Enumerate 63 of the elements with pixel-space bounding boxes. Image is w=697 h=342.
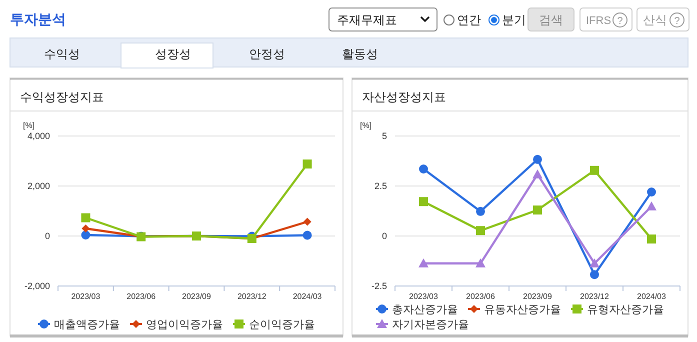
y-tick-label: 5 — [382, 131, 387, 141]
y-tick-label: 0 — [44, 231, 50, 241]
chart-title: 수익성장성지표 — [20, 90, 104, 104]
text: 활동성 — [342, 47, 378, 61]
point — [590, 258, 600, 268]
point — [647, 188, 656, 196]
text: 분기 — [502, 13, 526, 27]
x-tick-label: 2023/12 — [580, 292, 610, 301]
legend-label: 영업이익증가율 — [146, 319, 223, 331]
text: 주재무제표 — [337, 13, 397, 27]
text: 안정성 — [249, 47, 285, 61]
legend-label: 총자산증가율 — [392, 304, 458, 316]
chart-title: 자산성장성지표 — [362, 90, 446, 104]
x-tick-label: 2023/06 — [126, 292, 156, 301]
y-tick-label: 2.5 — [374, 181, 387, 191]
text: 성장성 — [155, 47, 191, 61]
point — [476, 206, 485, 216]
text: 연간 — [457, 13, 481, 27]
point — [533, 206, 542, 214]
x-tick-label: 2023/09 — [182, 292, 212, 301]
point — [476, 258, 486, 268]
y-axis-title: [%] — [23, 121, 35, 130]
legend-label: 자기자본증가율 — [392, 319, 469, 331]
legend-label: 순이익증가율 — [249, 319, 315, 331]
y-tick-label: -2,000 — [24, 281, 50, 291]
x-tick-label: 2023/03 — [409, 292, 439, 301]
point — [302, 230, 312, 240]
x-tick-label: 2023/06 — [466, 292, 496, 301]
x-tick-label: 2023/12 — [237, 292, 267, 301]
text: IFRS — [586, 15, 612, 27]
point — [302, 160, 312, 168]
y-tick-label: -2.5 — [371, 281, 387, 291]
x-tick-label: 2024/03 — [637, 292, 667, 301]
legend-label: 매출액증가율 — [54, 319, 120, 331]
point — [646, 201, 656, 210]
legend-label: 유형자산증가율 — [587, 304, 664, 316]
point — [590, 270, 599, 280]
y-tick-label: 2,000 — [27, 181, 50, 191]
point — [533, 154, 542, 164]
y-tick-label: 0 — [382, 231, 387, 241]
text: 투자분석 — [10, 11, 66, 27]
point — [419, 164, 428, 174]
point — [82, 224, 90, 232]
point — [81, 213, 90, 222]
point — [532, 169, 542, 178]
point — [81, 230, 90, 240]
text: 검색 — [539, 13, 563, 27]
x-tick-label: 2023/09 — [523, 292, 553, 301]
point — [590, 166, 599, 175]
point — [647, 234, 656, 244]
point — [419, 197, 428, 206]
point — [418, 258, 428, 268]
x-tick-label: 2023/03 — [71, 292, 101, 301]
point — [303, 218, 312, 226]
y-axis-title: [%] — [360, 121, 372, 130]
text: 수익성 — [44, 47, 80, 61]
text: ? — [674, 16, 680, 27]
text: 산식 — [643, 13, 667, 27]
x-tick-label: 2024/03 — [292, 292, 322, 301]
legend-label: 유동자산증가율 — [484, 304, 561, 316]
point — [476, 226, 485, 236]
text: ? — [617, 16, 624, 27]
y-tick-label: 4,000 — [27, 131, 50, 141]
